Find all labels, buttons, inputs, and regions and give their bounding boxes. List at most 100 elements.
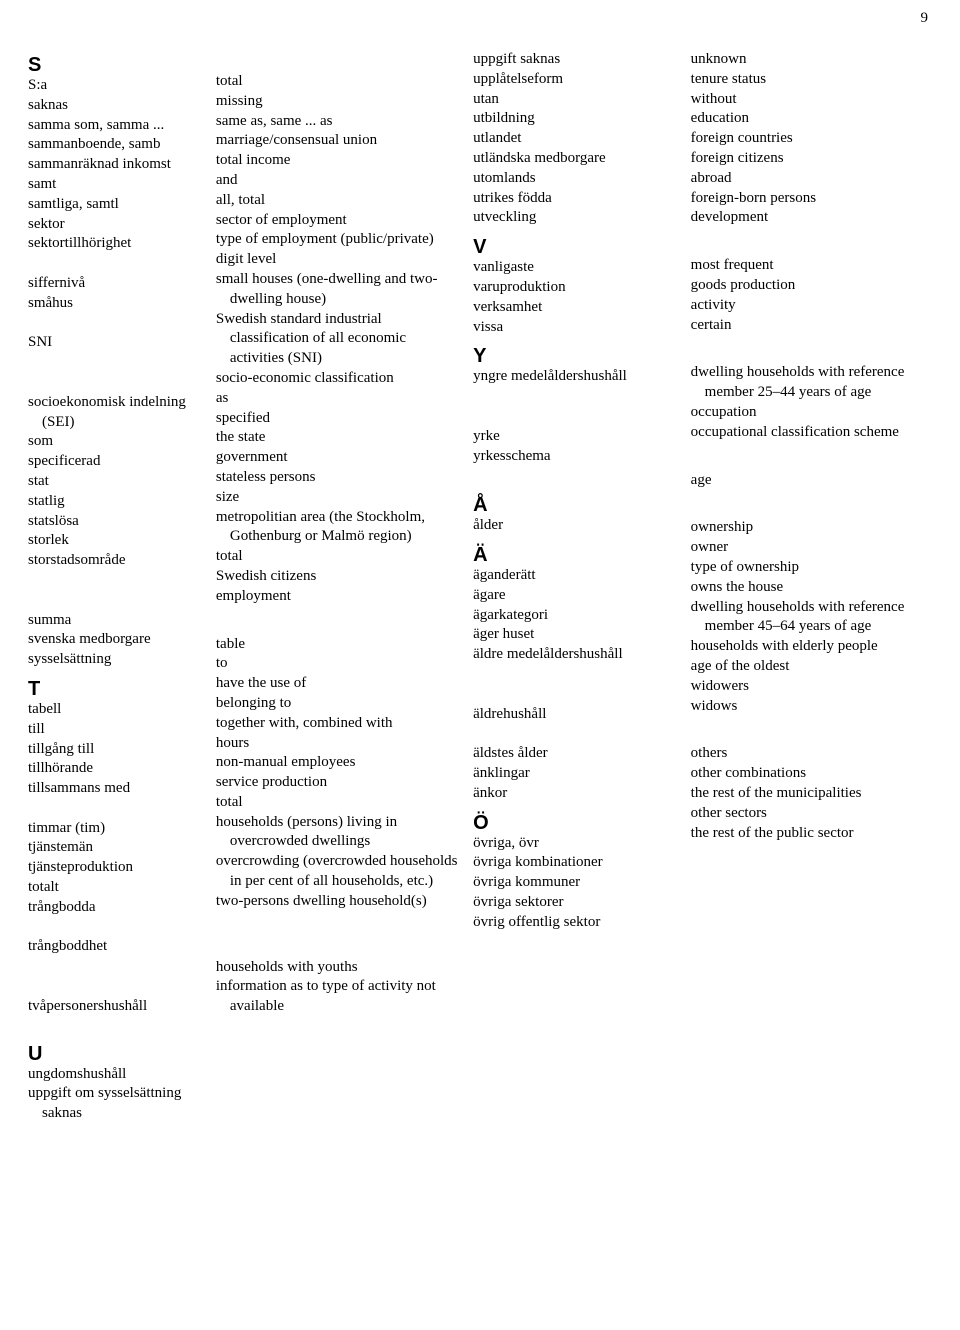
definition: widowers [691,677,928,697]
term [28,957,216,977]
definition: marriage/consensual union [216,131,463,151]
definition: specified [216,409,463,429]
term: övriga kommuner [473,873,691,893]
term: trångboddhet [28,937,216,957]
term: sysselsättning [28,650,216,670]
definition: the state [216,428,463,448]
definition: unknown [691,50,928,70]
term: statlig [28,492,216,512]
term: utrikes födda [473,189,691,209]
definition: service production [216,773,463,793]
term: ägarkategori [473,606,691,626]
definition: without [691,90,928,110]
term: sektor [28,215,216,235]
definition: and [216,171,463,191]
term: storlek [28,531,216,551]
definition: employment [216,587,463,607]
term: tvåpersonershushåll [28,997,216,1017]
term: yngre medelåldershushåll [473,367,691,387]
term: utlandet [473,129,691,149]
page-number: 9 [921,10,929,27]
definition: ownership [691,518,928,538]
definition: socio-economic classification [216,369,463,389]
term: tillsammans med [28,779,216,799]
term: yrke [473,427,691,447]
term: som [28,432,216,452]
term: utomlands [473,169,691,189]
term: statslösa [28,512,216,532]
term: verksamhet [473,298,691,318]
term: samtliga, samtl [28,195,216,215]
definition: owns the house [691,578,928,598]
term: till [28,720,216,740]
definition: two-persons dwelling household(s) [216,892,463,912]
definition: government [216,448,463,468]
heading-u: U [28,1043,216,1065]
term: saknas [28,96,216,116]
definition: the rest of the public sector [691,824,928,844]
definition: Swedish standard industrial classificati… [216,310,463,369]
term: uppgift saknas [473,50,691,70]
term [473,387,691,407]
definition: as [216,389,463,409]
term: äldstes ålder [473,744,691,764]
heading-ouml: Ö [473,812,691,834]
heading-t: T [28,678,216,700]
definition: table [216,635,463,655]
definition: foreign citizens [691,149,928,169]
definition: hours [216,734,463,754]
term: uppgift om sysselsättning saknas [28,1084,216,1124]
definition: size [216,488,463,508]
definition: stateless persons [216,468,463,488]
term: totalt [28,878,216,898]
term: utveckling [473,208,691,228]
term: övriga, övr [473,834,691,854]
term: utländska medborgare [473,149,691,169]
definition: tenure status [691,70,928,90]
definition: households with youths [216,958,463,978]
definition: goods production [691,276,928,296]
term [473,466,691,486]
term: änkor [473,784,691,804]
glossary-columns: S S:a saknas samma som, samma ... samman… [28,50,928,1124]
definition: metropolitian area (the Stockholm, Gothe… [216,508,463,548]
term: trångbodda [28,898,216,918]
definition: dwelling households with reference membe… [691,598,928,638]
term: upplåtelseform [473,70,691,90]
term [28,918,216,938]
term: ungdomshushåll [28,1065,216,1085]
term [28,373,216,393]
definition: non-manual employees [216,753,463,773]
term: SNI [28,333,216,353]
term: stat [28,472,216,492]
definition: Swedish citizens [216,567,463,587]
definition: small houses (one-dwelling and two-dwell… [216,270,463,310]
heading-y: Y [473,345,691,367]
definition: all, total [216,191,463,211]
term [28,591,216,611]
term: varuproduktion [473,278,691,298]
definition: to [216,654,463,674]
definition: other combinations [691,764,928,784]
definition: type of ownership [691,558,928,578]
definition: age of the oldest [691,657,928,677]
definition: together with, combined with [216,714,463,734]
definition: foreign countries [691,129,928,149]
definition: foreign-born persons [691,189,928,209]
definition: most frequent [691,256,928,276]
term: siffernivå [28,274,216,294]
column-2-english: total missing same as, same ... as marri… [216,50,473,1124]
definition: activity [691,296,928,316]
definition: belonging to [216,694,463,714]
definition: total [216,547,463,567]
term [28,799,216,819]
definition: development [691,208,928,228]
term: storstadsområde [28,551,216,571]
term: ägare [473,586,691,606]
definition: widows [691,697,928,717]
term: sammanboende, samb [28,135,216,155]
definition: have the use of [216,674,463,694]
term: övriga kombinationer [473,853,691,873]
term: utan [473,90,691,110]
term: äldre medelåldershushåll [473,645,691,665]
